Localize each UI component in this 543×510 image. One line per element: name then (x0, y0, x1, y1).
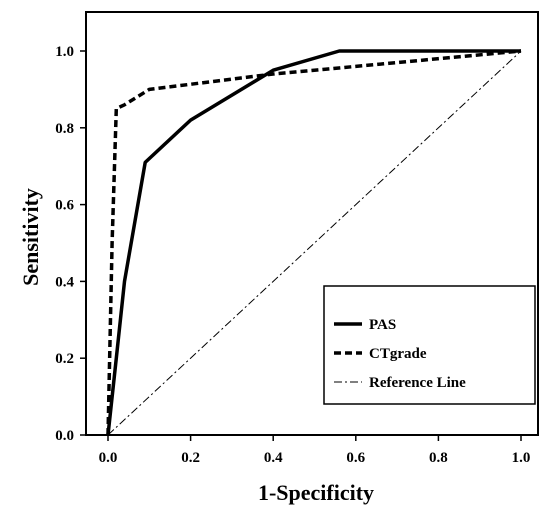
y-tick-label: 0.0 (55, 428, 74, 444)
y-tick-label: 0.4 (55, 274, 74, 290)
x-tick-label: 0.2 (181, 450, 200, 466)
legend-box (323, 285, 536, 405)
y-tick-label: 0.2 (55, 351, 74, 367)
x-tick-label: 0.0 (99, 450, 118, 466)
axis-ticks: 0.0 0.2 0.4 0.6 0.8 1.0 0.0 0.2 0.4 0.6 0.8 1.0 (55, 44, 530, 466)
plot-frame (85, 11, 539, 436)
series-line-pas (106, 49, 521, 436)
x-tick-label: 0.4 (264, 450, 283, 466)
legend-label-pas: PAS (369, 317, 396, 333)
series-line-ctgrade (106, 49, 522, 436)
legend-label-ctgrade: CTgrade (369, 346, 427, 362)
legend: PAS CTgrade Reference Line (323, 285, 536, 405)
series-line-reference-line (107, 50, 522, 436)
x-tick-label: 1.0 (512, 450, 531, 466)
y-tick-label: 0.6 (55, 198, 74, 214)
y-tick-label: 0.8 (55, 121, 74, 137)
y-tick-label: 1.0 (55, 44, 74, 60)
x-tick-label: 0.8 (429, 450, 448, 466)
y-axis-title: Sensitivity (18, 188, 43, 286)
series-layer (106, 49, 522, 436)
x-axis-title: 1-Specificity (258, 480, 374, 505)
legend-label-reference: Reference Line (369, 375, 466, 391)
x-tick-label: 0.6 (346, 450, 365, 466)
